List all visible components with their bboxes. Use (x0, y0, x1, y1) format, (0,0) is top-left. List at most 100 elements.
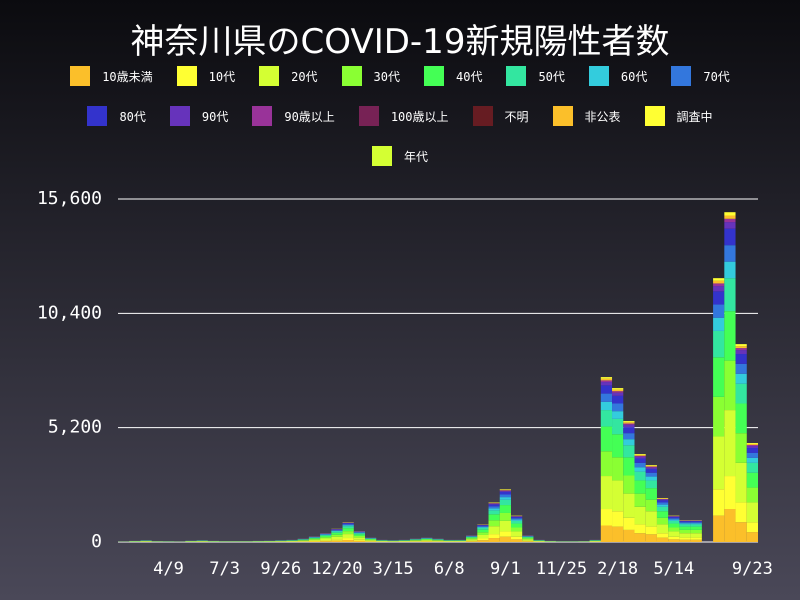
bar-segment (353, 534, 366, 536)
bar-segment (600, 393, 613, 402)
bar-segment (656, 502, 669, 505)
bar-segment (320, 537, 332, 539)
bar-segment (746, 502, 758, 523)
bar-segment (713, 330, 725, 358)
bar-segment (510, 539, 523, 542)
bar-segment (623, 475, 635, 494)
legend-swatch (87, 106, 108, 126)
bar-segment (499, 489, 511, 491)
legend: 10歳未満 10代 20代 30代 40代 50代 60代 70代 80代 90代 90歳以上 100… (40, 66, 760, 166)
bar-segment (342, 524, 354, 526)
legend-item: 90歳以上 (252, 106, 335, 126)
legend-item: 10歳未満 (70, 66, 153, 86)
legend-label: 10歳未満 (102, 69, 153, 84)
bar-segment (331, 530, 343, 532)
bar-segment (623, 423, 635, 425)
legend-item: 10代 (176, 66, 235, 86)
x-tick-label: 9/1 (490, 559, 521, 579)
bar-segment (331, 536, 343, 540)
bar-segment (724, 476, 736, 510)
bar-segment (656, 504, 669, 507)
bar-segment (612, 391, 624, 393)
bar-segment (522, 539, 534, 541)
bar-segment (320, 535, 332, 538)
bar-segment (600, 476, 613, 510)
bar-segment (510, 527, 523, 532)
legend-label: 100歳以上 (390, 109, 449, 124)
bar-segment (510, 516, 523, 519)
bar-segment (421, 540, 433, 542)
bar-segment (713, 278, 725, 281)
bar-segment (634, 471, 646, 481)
bar-segment (499, 512, 511, 521)
legend-swatch (671, 66, 692, 86)
bar-segment (623, 433, 635, 440)
bar-segment (735, 522, 747, 542)
bar-segment (308, 538, 321, 540)
bar-segment (612, 395, 624, 404)
legend-label: 90歳以上 (284, 109, 335, 124)
bar-segment (331, 530, 343, 531)
bar-segment (522, 537, 534, 539)
bar-segment (297, 539, 309, 541)
bar-segment (713, 357, 725, 397)
bar-segment (612, 526, 624, 542)
bar-segment (735, 344, 747, 347)
bar-segment (645, 465, 657, 467)
bar-segment (746, 472, 758, 488)
bar-segment (645, 472, 657, 477)
bar-segment (668, 519, 680, 521)
bar-segment (735, 350, 747, 355)
bar-segment (477, 532, 489, 535)
bar-segment (724, 311, 736, 361)
bar-segment (342, 523, 354, 525)
bar-segment (668, 516, 680, 519)
bar-segment (713, 489, 725, 516)
bar-segment (634, 467, 646, 472)
bar-segment (488, 534, 500, 539)
bar-segment (522, 540, 534, 542)
bar-segment (600, 377, 613, 379)
bar-segment (331, 540, 343, 542)
legend-label: 不明 (504, 109, 529, 124)
bar-segment (735, 354, 747, 364)
bar-segment (510, 523, 523, 528)
legend-item: 80代 (87, 106, 146, 126)
bar-segment (713, 283, 725, 287)
bar-segment (612, 434, 624, 458)
bar-segment (342, 525, 354, 527)
bar-segment (645, 488, 657, 500)
legend-item: 70代 (671, 66, 730, 86)
bar-segment (668, 520, 680, 524)
bar-segment (499, 490, 511, 492)
bar-segment (510, 516, 523, 517)
bar-segment (713, 280, 725, 284)
legend-item: 年代 (371, 146, 428, 166)
legend-label: 調査中 (676, 109, 713, 124)
bar-segment (612, 403, 624, 412)
bar-segment (713, 286, 725, 292)
bar-segment (690, 539, 702, 542)
bar-segment (645, 534, 657, 542)
legend-swatch (358, 106, 379, 126)
legend-label: 20代 (291, 69, 318, 84)
bar-segment (656, 500, 669, 503)
bar-segment (746, 532, 758, 542)
bar-segment (713, 291, 725, 305)
bar-segment (634, 524, 646, 534)
bar-segment (612, 389, 624, 392)
bar-segment (746, 445, 758, 447)
bar-segment (320, 540, 332, 542)
bar-segment (342, 540, 354, 542)
bar-segment (634, 455, 646, 457)
bar-segment (724, 360, 736, 411)
bar-segment (612, 511, 624, 527)
x-tick-label: 11/25 (536, 559, 587, 579)
bar-segment (690, 523, 702, 525)
bar-segment (713, 317, 725, 331)
bar-segment (668, 539, 680, 542)
bar-segment (668, 536, 680, 540)
bar-segment (308, 540, 321, 542)
bar-segment (735, 383, 747, 404)
bar-segment (668, 523, 680, 528)
